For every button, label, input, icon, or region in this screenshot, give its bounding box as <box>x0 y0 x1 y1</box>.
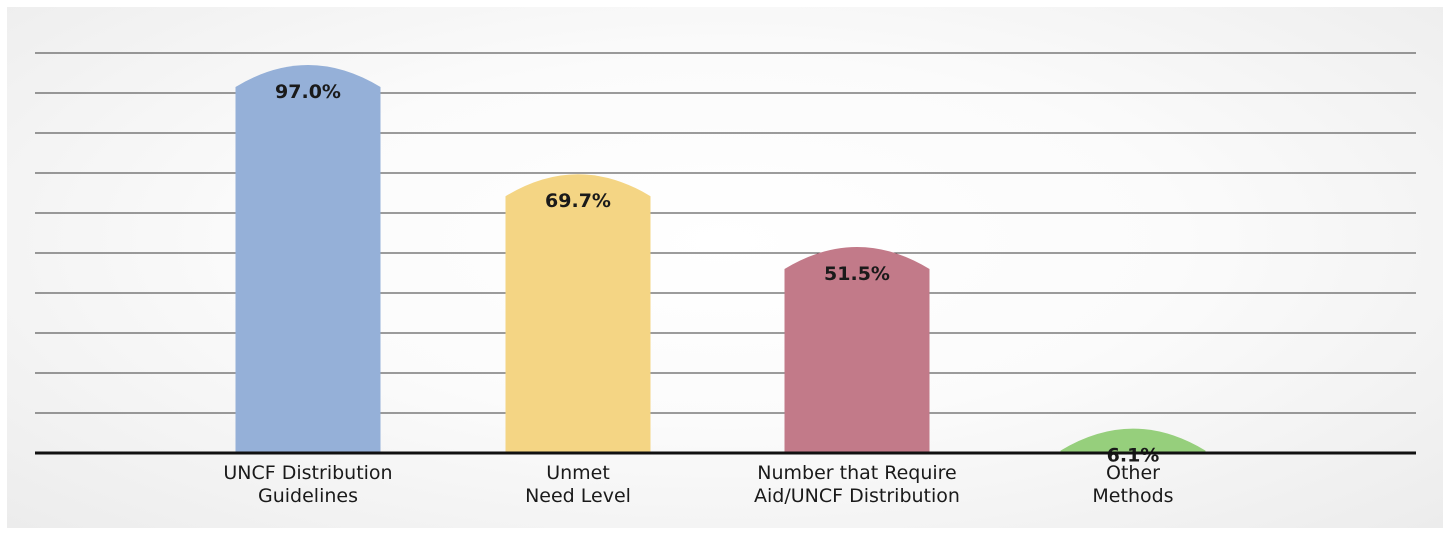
bar-4 <box>1060 428 1206 453</box>
bars <box>235 65 1206 453</box>
category-label-2: Need Level <box>525 485 631 507</box>
bar-3 <box>784 247 930 453</box>
category-label-4: Methods <box>1092 485 1173 507</box>
category-label-2: Unmet <box>546 462 610 484</box>
chart-area: 97.0% UNCF Distribution Guidelines 69.7% Unm… <box>7 7 1443 528</box>
bar-1 <box>235 65 381 453</box>
bar-2 <box>505 174 651 453</box>
category-label-3: Aid/UNCF Distribution <box>754 485 960 507</box>
category-label-4: Other <box>1106 462 1160 484</box>
data-label-1: 97.0% <box>275 81 341 103</box>
category-label-3: Number that Require <box>757 462 957 484</box>
data-label-4: 6.1% <box>1107 445 1160 467</box>
category-label-1: Guidelines <box>258 485 358 507</box>
data-label-2: 69.7% <box>545 190 611 212</box>
data-label-3: 51.5% <box>824 263 890 285</box>
category-label-1: UNCF Distribution <box>223 462 392 484</box>
